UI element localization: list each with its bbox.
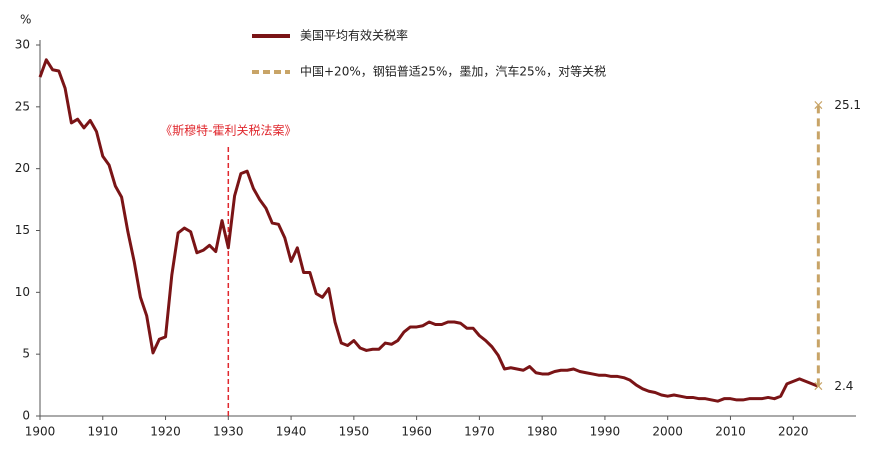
y-unit: % (20, 13, 31, 27)
y-tick-label: 0 (22, 409, 30, 423)
y-tick-label: 5 (22, 347, 30, 361)
series-line (38, 58, 819, 403)
point-marker: × (812, 98, 824, 114)
x-tick-label: 1940 (276, 425, 307, 439)
data-label: 25.1 (834, 98, 861, 112)
data-label: 2.4 (834, 379, 853, 393)
x-tick-label: 1900 (25, 425, 56, 439)
x-tick-label: 1980 (527, 425, 558, 439)
x-tick-label: 1990 (590, 425, 621, 439)
point-marker: × (812, 378, 824, 394)
annotation-text: 《斯穆特-霍利关税法案》 (160, 123, 296, 138)
y-tick-label: 25 (15, 99, 30, 113)
x-tick-label: 2010 (715, 425, 746, 439)
x-tick-label: 1970 (464, 425, 495, 439)
x-tick-label: 1930 (213, 425, 244, 439)
x-tick-label: 2020 (778, 425, 809, 439)
legend-label: 中国+20%，钢铝普适25%，墨加，汽车25%，对等关税 (300, 64, 606, 79)
y-tick-label: 20 (15, 161, 30, 175)
x-tick-label: 1910 (87, 425, 118, 439)
x-tick-label: 1920 (150, 425, 181, 439)
x-tick-label: 2000 (652, 425, 683, 439)
y-tick-label: 15 (15, 223, 30, 237)
x-tick-label: 1960 (401, 425, 432, 439)
y-tick-label: 10 (15, 285, 30, 299)
y-tick-label: 30 (15, 38, 30, 52)
legend-label: 美国平均有效关税率 (300, 28, 408, 43)
x-tick-label: 1950 (339, 425, 370, 439)
